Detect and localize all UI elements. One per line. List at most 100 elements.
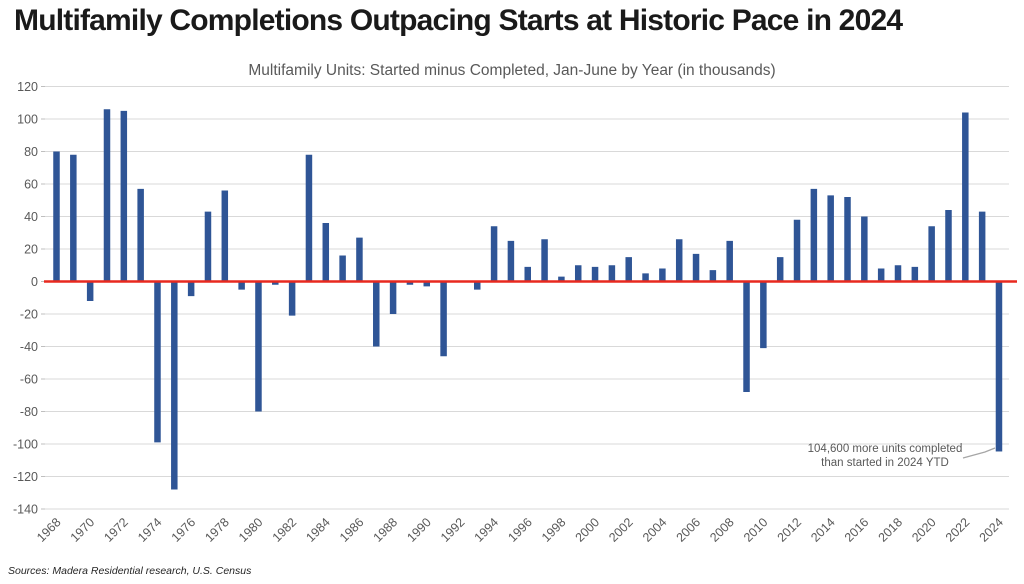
bar xyxy=(53,151,60,282)
bar xyxy=(389,281,397,314)
bar xyxy=(726,240,733,282)
bar xyxy=(962,112,969,282)
x-axis-label: 1988 xyxy=(371,515,401,545)
bar xyxy=(406,281,414,285)
bar xyxy=(288,281,296,316)
bar xyxy=(171,281,178,490)
x-axis-label: 2000 xyxy=(573,515,603,545)
y-axis-label: 80 xyxy=(24,145,38,159)
bar xyxy=(423,281,431,287)
bar xyxy=(978,211,986,282)
bar xyxy=(103,109,111,282)
annotation-line1: 104,600 more units completed xyxy=(807,443,963,455)
x-axis-label: 1992 xyxy=(438,515,468,545)
x-axis-label: 2020 xyxy=(909,515,939,545)
bar xyxy=(642,273,649,282)
annotation-callout-line xyxy=(962,447,996,459)
bar xyxy=(373,281,380,347)
bar xyxy=(877,268,885,282)
bar xyxy=(120,110,128,282)
bar xyxy=(625,257,632,282)
bar xyxy=(221,190,229,282)
y-axis-label: 120 xyxy=(17,80,38,94)
bar xyxy=(810,188,818,282)
bar xyxy=(474,281,481,290)
x-axis-label: 2022 xyxy=(943,515,973,545)
bar xyxy=(928,226,935,282)
bar xyxy=(945,210,952,282)
y-axis-label: -20 xyxy=(20,308,38,322)
y-axis-label: 60 xyxy=(24,178,38,192)
bar xyxy=(574,265,582,282)
x-axis-label: 1982 xyxy=(270,515,300,545)
x-axis-label: 2010 xyxy=(741,515,771,545)
x-axis-label: 2004 xyxy=(640,515,670,545)
bar xyxy=(709,270,717,282)
x-axis-label: 1978 xyxy=(202,515,232,545)
x-axis-label: 2016 xyxy=(842,515,872,545)
bar xyxy=(995,281,1003,452)
bar xyxy=(608,265,616,282)
bar xyxy=(591,266,599,282)
bar xyxy=(760,281,767,349)
x-axis-label: 2014 xyxy=(808,515,838,545)
bar xyxy=(524,266,531,282)
x-axis-label: 2012 xyxy=(775,515,805,545)
bar xyxy=(894,265,902,282)
bar xyxy=(793,219,801,282)
bar xyxy=(827,195,834,282)
x-axis-label: 1974 xyxy=(135,515,165,545)
bar xyxy=(844,197,851,282)
bar xyxy=(776,257,784,282)
y-axis-label: 20 xyxy=(24,243,38,257)
bar xyxy=(541,239,548,282)
x-axis-label: 1996 xyxy=(505,515,535,545)
sources-note: Sources: Madera Residential research, U.… xyxy=(8,565,252,577)
x-axis-label: 1984 xyxy=(303,515,333,545)
x-axis-label: 1980 xyxy=(236,515,266,545)
bar xyxy=(911,266,919,282)
y-axis-label: -100 xyxy=(13,438,38,452)
bar xyxy=(238,281,245,290)
bar xyxy=(187,281,195,297)
bar xyxy=(743,281,750,392)
bar xyxy=(440,281,447,357)
bar xyxy=(490,226,498,282)
bar xyxy=(154,281,161,443)
bar xyxy=(507,240,515,282)
x-axis-label: 2008 xyxy=(707,515,737,545)
y-axis-label: 40 xyxy=(24,210,38,224)
chart-title: Multifamily Completions Outpacing Starts… xyxy=(14,4,903,37)
bar xyxy=(675,239,683,282)
bar xyxy=(659,268,666,282)
x-axis-label: 2006 xyxy=(674,515,704,545)
bar xyxy=(305,154,313,282)
chart-subtitle: Multifamily Units: Started minus Complet… xyxy=(248,62,776,79)
bar xyxy=(861,216,868,282)
y-axis-label: 100 xyxy=(17,113,38,127)
bar xyxy=(322,223,330,282)
bar xyxy=(272,281,279,285)
x-axis-label: 1990 xyxy=(404,515,434,545)
bar xyxy=(692,253,700,282)
y-axis-label: -80 xyxy=(20,405,38,419)
x-axis-label: 2018 xyxy=(876,515,906,545)
x-axis-label: 1972 xyxy=(101,515,131,545)
y-axis-label: -40 xyxy=(20,340,38,354)
x-axis-label: 1986 xyxy=(337,515,367,545)
x-axis-label: 1998 xyxy=(539,515,569,545)
x-axis-label: 2002 xyxy=(606,515,636,545)
bar xyxy=(86,281,94,301)
y-axis-label: -60 xyxy=(20,373,38,387)
bar xyxy=(70,154,77,282)
y-axis-label: -120 xyxy=(13,470,38,484)
bar xyxy=(137,188,144,282)
bar xyxy=(356,237,363,282)
y-axis-label: -140 xyxy=(13,503,38,517)
x-axis-label: 2024 xyxy=(977,515,1007,545)
x-axis-label: 1994 xyxy=(472,515,502,545)
bar xyxy=(558,276,565,282)
y-axis-label: 0 xyxy=(31,275,38,289)
x-axis-label: 1968 xyxy=(34,515,64,545)
